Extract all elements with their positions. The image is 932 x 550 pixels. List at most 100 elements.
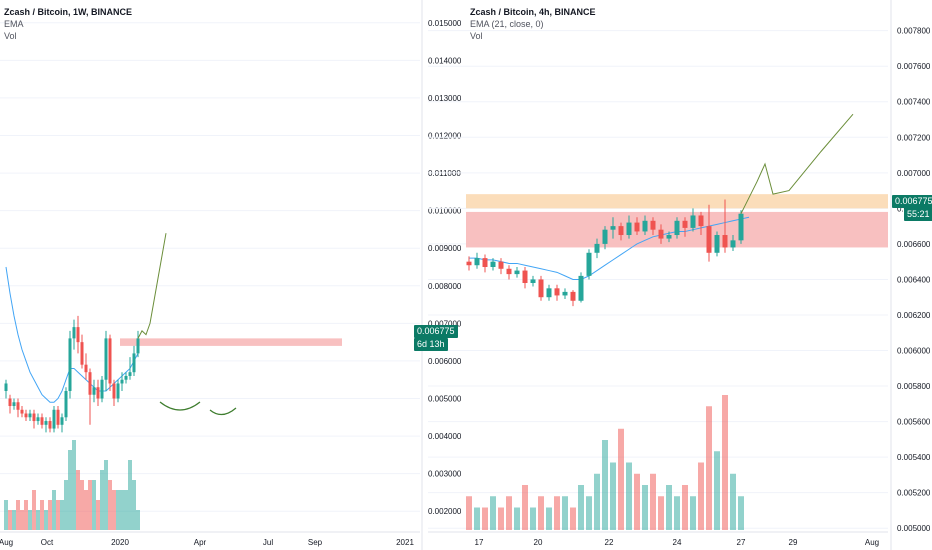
right-y-tick-label: 0.006200 bbox=[897, 311, 931, 320]
right-candle-body bbox=[594, 243, 600, 253]
right-y-tick-label: 0.005400 bbox=[897, 453, 931, 462]
left-volume-bar bbox=[88, 480, 92, 530]
left-candle-body bbox=[60, 417, 64, 425]
left-volume-bar bbox=[108, 480, 112, 530]
right-y-tick-label: 0.006000 bbox=[897, 347, 931, 356]
right-x-tick-label: 17 bbox=[475, 538, 484, 547]
right-volume-bar bbox=[618, 428, 624, 530]
right-candle-body bbox=[738, 213, 744, 241]
left-volume-bar bbox=[128, 460, 132, 530]
left-indicator-ema[interactable]: EMA bbox=[4, 19, 24, 29]
right-volume-bar bbox=[498, 507, 504, 530]
right-y-tick-label: 0.007400 bbox=[897, 98, 931, 107]
left-candle-body bbox=[128, 372, 132, 376]
right-candle-body bbox=[714, 235, 720, 253]
right-candle-body bbox=[610, 226, 616, 230]
left-volume-bar bbox=[72, 440, 76, 530]
right-volume-bar bbox=[602, 440, 608, 530]
right-volume-bar bbox=[626, 462, 632, 530]
left-indicator-vol[interactable]: Vol bbox=[4, 31, 17, 41]
left-y-tick-label: 0.013000 bbox=[428, 94, 462, 103]
right-x-tick-label: 22 bbox=[605, 538, 614, 547]
right-x-tick-label: 24 bbox=[673, 538, 682, 547]
left-ema-line bbox=[5, 266, 139, 403]
right-indicator-vol[interactable]: Vol bbox=[470, 31, 483, 41]
right-y-tick-label: 0.007600 bbox=[897, 62, 931, 71]
left-y-tick-label: 0.011000 bbox=[428, 169, 461, 178]
right-y-tick-label: 0.006400 bbox=[897, 275, 931, 284]
right-projection-line bbox=[740, 113, 854, 214]
right-candle-body bbox=[490, 261, 496, 267]
right-volume-bar bbox=[546, 507, 552, 530]
left-candle-body bbox=[124, 375, 128, 380]
left-volume-bar bbox=[4, 500, 8, 530]
left-volume-bar bbox=[32, 490, 36, 530]
left-volume-bar bbox=[136, 510, 140, 530]
left-volume-bar bbox=[84, 490, 88, 530]
right-volume-bar bbox=[578, 485, 584, 530]
left-volume-bar bbox=[64, 480, 68, 530]
right-candle-body bbox=[522, 270, 528, 283]
left-candle-body bbox=[24, 413, 28, 418]
left-candle-body bbox=[112, 383, 116, 399]
left-candle-body bbox=[76, 327, 80, 343]
right-candle-body bbox=[506, 268, 512, 275]
right-candle-body bbox=[602, 229, 608, 244]
left-volume-bar bbox=[24, 500, 28, 530]
left-candle-body bbox=[52, 409, 56, 429]
right-candle-body bbox=[682, 220, 688, 228]
left-x-tick-label: 2021 bbox=[396, 538, 414, 547]
right-candle-body bbox=[706, 226, 712, 253]
left-volume-bar bbox=[8, 510, 12, 530]
left-volume-bar bbox=[112, 490, 116, 530]
left-volume-bar bbox=[20, 510, 24, 530]
right-volume-bar bbox=[714, 451, 720, 530]
right-candle-body bbox=[514, 270, 520, 275]
right-volume-bar bbox=[554, 496, 560, 530]
right-candle-body bbox=[658, 229, 664, 239]
right-volume-bar bbox=[698, 462, 704, 530]
right-indicator-ema[interactable]: EMA (21, close, 0) bbox=[470, 19, 544, 29]
left-candle-body bbox=[80, 342, 84, 365]
left-volume-bar bbox=[92, 480, 96, 530]
left-x-tick-label: Aug bbox=[0, 538, 13, 547]
left-candle-body bbox=[96, 387, 100, 399]
left-candle-body bbox=[36, 417, 40, 422]
right-candle-body bbox=[730, 240, 736, 248]
left-y-tick-label: 0.012000 bbox=[428, 132, 462, 141]
right-volume-bar bbox=[586, 496, 592, 530]
left-volume-bar bbox=[68, 450, 72, 530]
right-chart-legend: Zcash / Bitcoin, 4h, BINANCE EMA (21, cl… bbox=[470, 6, 596, 42]
left-volume-bar bbox=[124, 490, 128, 530]
left-y-tick-label: 0.004000 bbox=[428, 432, 462, 441]
left-x-tick-label: Jul bbox=[263, 538, 273, 547]
left-y-tick-label: 0.007000 bbox=[428, 319, 462, 328]
left-y-tick-label: 0.008000 bbox=[428, 282, 462, 291]
left-volume-bar bbox=[116, 490, 120, 530]
right-supply-zone bbox=[466, 194, 888, 209]
right-y-tick-label: 0.007200 bbox=[897, 133, 931, 142]
left-candle-body bbox=[92, 387, 96, 395]
left-candle-body bbox=[56, 409, 60, 425]
right-volume-bar bbox=[634, 473, 640, 530]
right-price-tag: 0.006775 bbox=[892, 195, 932, 208]
left-volume-bar bbox=[52, 490, 56, 530]
left-pattern-arc bbox=[209, 407, 237, 416]
left-volume-bar bbox=[120, 490, 124, 530]
left-volume-bar bbox=[76, 470, 80, 530]
right-volume-bar bbox=[610, 462, 616, 530]
left-volume-bar bbox=[80, 480, 84, 530]
left-candle-body bbox=[68, 338, 72, 391]
left-volume-bar bbox=[12, 510, 16, 530]
right-countdown-tag: 55:21 bbox=[904, 208, 932, 221]
left-price-tag: 0.006775 bbox=[414, 325, 458, 338]
left-y-tick-label: 0.005000 bbox=[428, 395, 462, 404]
left-candle-body bbox=[64, 390, 68, 418]
left-candle-body bbox=[8, 398, 12, 407]
right-volume-bar bbox=[522, 485, 528, 530]
right-candle-body bbox=[530, 279, 536, 283]
right-volume-bar bbox=[730, 473, 736, 530]
left-candle-body bbox=[88, 372, 92, 395]
right-y-tick-label: 0.007800 bbox=[897, 27, 931, 36]
